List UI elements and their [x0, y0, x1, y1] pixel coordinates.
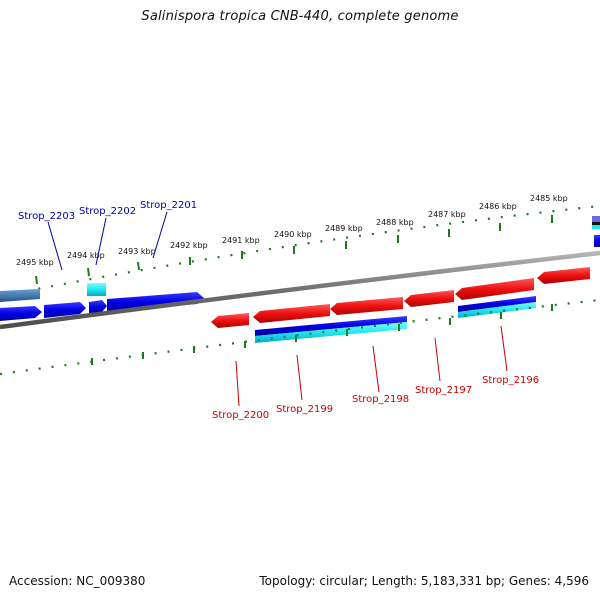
inner-tick-ring [0, 298, 600, 376]
kbp-2486: 2486 kbp [479, 202, 517, 211]
kbp-2491: 2491 kbp [222, 236, 260, 245]
gene-red-2196 [455, 278, 534, 300]
kbp-2490: 2490 kbp [274, 230, 312, 239]
kbp-2493: 2493 kbp [118, 247, 156, 256]
edge-gene-right [592, 216, 600, 247]
kbp-labels: 2495 kbp 2494 kbp 2493 kbp 2492 kbp 2491… [16, 194, 568, 267]
gene-label-strop-2199: Strop_2199 [276, 404, 333, 415]
genome-summary-text: Topology: circular; Length: 5,183,331 bp… [259, 574, 589, 588]
map-title: Salinispora tropica CNB-440, complete ge… [141, 9, 459, 24]
gene-label-strop-2201: Strop_2201 [140, 200, 197, 211]
gene-steel-left [0, 289, 40, 302]
reverse-genes [211, 267, 590, 328]
kbp-2487: 2487 kbp [428, 210, 466, 219]
gene-blue-1 [0, 306, 42, 321]
gene-label-strop-2203: Strop_2203 [18, 211, 75, 222]
kbp-2495: 2495 kbp [16, 258, 54, 267]
gene-red-right [537, 267, 590, 284]
gene-cyan-2202 [87, 283, 106, 296]
gene-label-strop-2196: Strop_2196 [482, 375, 539, 386]
forward-leader-lines [47, 211, 168, 271]
genome-backbone [0, 250, 600, 330]
gene-label-strop-2197: Strop_2197 [415, 385, 472, 396]
accession-text: Accession: NC_009380 [9, 574, 146, 588]
kbp-2488: 2488 kbp [376, 218, 414, 227]
gene-label-strop-2200: Strop_2200 [212, 410, 269, 421]
reverse-leader-lines [235, 325, 508, 407]
kbp-2492: 2492 kbp [170, 241, 208, 250]
gene-blue-2 [44, 302, 86, 318]
kbp-2494: 2494 kbp [67, 251, 105, 260]
kbp-2485: 2485 kbp [530, 194, 568, 203]
gene-label-strop-2198: Strop_2198 [352, 394, 409, 405]
kbp-2489: 2489 kbp [325, 224, 363, 233]
gene-blue-2202 [89, 300, 107, 314]
gene-red-2197 [404, 290, 454, 307]
outer-tick-ring [0, 204, 600, 298]
gene-blue-2201 [107, 292, 204, 312]
gene-labels: Strop_2203 Strop_2202 Strop_2201 Strop_2… [18, 200, 539, 421]
outer-major-ticks [35, 215, 553, 285]
inner-major-ticks [91, 304, 553, 365]
gene-label-strop-2202: Strop_2202 [79, 206, 136, 217]
gene-red-2199 [253, 304, 330, 323]
forward-genes [0, 283, 204, 321]
gene-red-2198 [330, 297, 403, 315]
gene-red-2200 [211, 313, 249, 328]
